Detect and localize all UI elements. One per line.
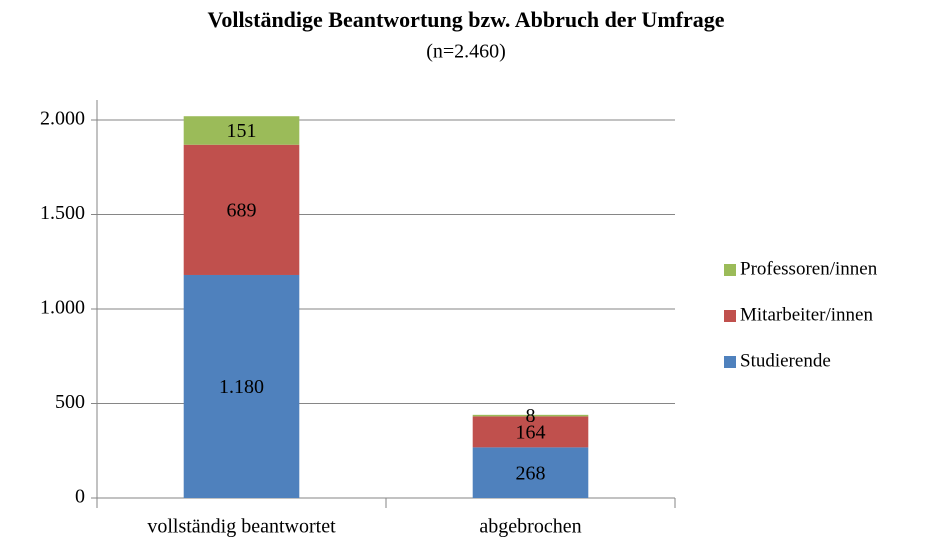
- bar-segment: [472, 416, 589, 448]
- bar-segment: [472, 447, 589, 498]
- value-label: 1.180: [219, 376, 264, 398]
- y-tick-label: 2.000: [40, 108, 85, 130]
- legend-swatch: [724, 264, 736, 276]
- legend-label: Studierende: [740, 350, 831, 371]
- y-tick-label: 1.000: [40, 297, 85, 319]
- legend-swatch: [724, 356, 736, 368]
- value-label: 268: [516, 462, 546, 484]
- legend-label: Mitarbeiter/innen: [740, 304, 873, 325]
- y-tick-label: 1.500: [40, 202, 85, 224]
- legend-swatch: [724, 310, 736, 322]
- bar-segment: [183, 144, 300, 275]
- y-tick-label: 500: [55, 391, 85, 413]
- chart-subtitle: (n=2.460): [426, 41, 506, 63]
- bar-segment: [472, 414, 589, 417]
- value-label: 8: [526, 405, 536, 427]
- bar-segment: [183, 116, 300, 145]
- value-label: 689: [227, 199, 257, 221]
- y-tick-label: 0: [75, 486, 85, 508]
- x-tick-label: abgebrochen: [479, 516, 581, 538]
- chart-title: Vollständige Beantwortung bzw. Abbruch d…: [207, 7, 724, 32]
- value-label: 151: [227, 120, 257, 142]
- x-tick-label: vollständig beantwortet: [147, 516, 336, 538]
- bar-segment: [183, 274, 300, 498]
- legend-label: Professoren/innen: [740, 258, 878, 279]
- value-label: 164: [516, 421, 546, 443]
